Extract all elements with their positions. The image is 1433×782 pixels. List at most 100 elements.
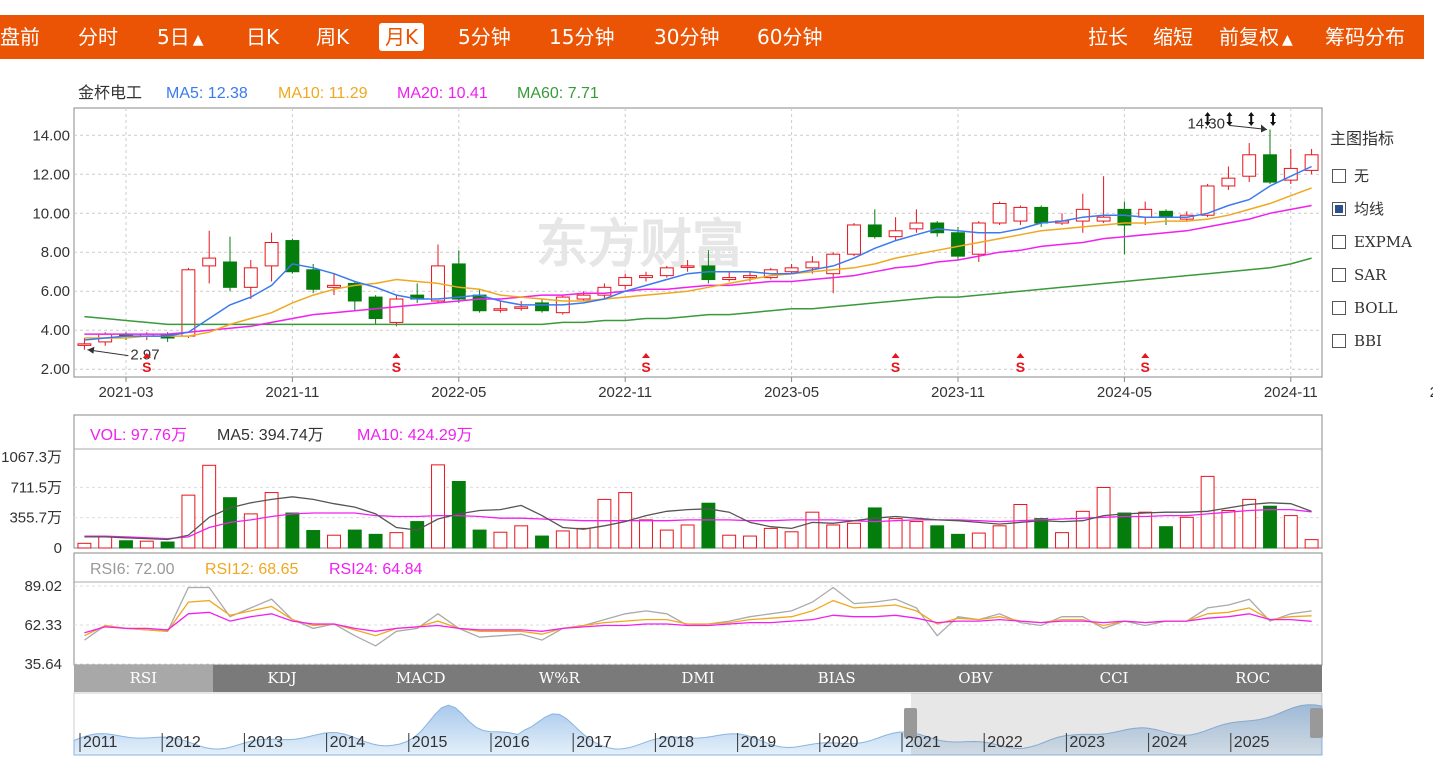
volume-bar — [535, 535, 549, 549]
low-label: 2.97 — [130, 347, 159, 364]
vol-legend: VOL: 97.76万 — [90, 427, 187, 444]
volume-bar — [930, 525, 945, 549]
volume-bar — [285, 512, 300, 549]
event-marker-icon — [1204, 112, 1211, 126]
dividend-marker-icon — [642, 353, 650, 358]
sub-indicator-tab-cci[interactable]: CCI — [1099, 669, 1129, 687]
volume-bar — [1263, 505, 1277, 549]
tab-left_tabs-2[interactable]: 5日 ▲ — [157, 15, 204, 59]
tab-label: 缩短 — [1153, 25, 1193, 49]
volume-bar — [264, 492, 279, 549]
sub-indicator-tab-kdj[interactable]: KDJ — [267, 669, 297, 687]
volume-bar — [1034, 518, 1049, 549]
candle-body — [1242, 154, 1257, 177]
dividend-marker-icon: S — [641, 359, 650, 375]
candle-body — [784, 267, 799, 273]
sub-indicator-tab-roc[interactable]: ROC — [1235, 669, 1271, 687]
main-indicator-panel: 主图指标 无均线 EXPMA SAR BOLL BBI — [1330, 125, 1430, 357]
checkbox-icon[interactable] — [1332, 168, 1346, 183]
volume-bar — [327, 534, 341, 549]
tab-label: 筹码分布 — [1325, 25, 1405, 49]
tab-left_tabs-3[interactable]: 日K — [246, 15, 279, 59]
indicator-option-label: EXPMA — [1354, 232, 1412, 251]
checkbox-icon[interactable] — [1332, 201, 1346, 216]
candle-body — [1200, 185, 1215, 216]
indicator-panel-title: 主图指标 — [1330, 129, 1395, 148]
y-tick-label: 10.00 — [32, 205, 70, 222]
tab-right_tabs-0[interactable]: 拉长 — [1088, 15, 1128, 59]
sub-indicator-tab-rsi[interactable]: RSI — [74, 665, 213, 692]
y-tick-label: 2.00 — [41, 361, 70, 378]
indicator-option-sar[interactable]: SAR — [1330, 258, 1430, 291]
dividend-marker-icon: S — [1141, 359, 1150, 375]
volume-bar — [576, 527, 591, 549]
stock-name: 金杯电工 — [78, 84, 142, 102]
candle-body — [555, 296, 570, 314]
tab-left_tabs-4[interactable]: 周K — [316, 15, 349, 59]
checkbox-icon[interactable] — [1332, 234, 1346, 249]
volume-bar — [77, 542, 92, 549]
tab-left_tabs-7[interactable]: 15分钟 — [549, 15, 614, 59]
tab-right_tabs-3[interactable]: 筹码分布 — [1325, 15, 1405, 59]
checkbox-icon[interactable] — [1332, 300, 1346, 315]
candle-body — [639, 275, 653, 279]
tab-label: 30分钟 — [654, 25, 720, 49]
sub-indicator-tabs: RSI KDJ MACD W%R DMI BIAS OBV CCI ROC — [74, 665, 1322, 692]
volume-bar — [1055, 532, 1069, 549]
indicator-option-均线[interactable]: 均线 — [1330, 192, 1430, 225]
tab-left_tabs-0[interactable]: 盘前 — [0, 15, 40, 59]
candle-body — [98, 333, 113, 343]
ma60-line — [84, 257, 1312, 326]
rsi-y-tick-label: 89.02 — [24, 578, 62, 595]
tab-left_tabs-1[interactable]: 分时 — [78, 15, 118, 59]
candle-body — [264, 242, 279, 267]
candle-body — [1075, 208, 1090, 222]
navigator-frame — [73, 692, 1323, 756]
candle-body — [951, 232, 965, 257]
volume-y-tick-label: 711.5万 — [11, 479, 62, 496]
candle-body — [1283, 167, 1298, 181]
volume-bar — [119, 540, 133, 549]
tab-left_tabs-9[interactable]: 60分钟 — [757, 15, 822, 59]
navigator-year-label: 2022 — [987, 734, 1023, 751]
tab-right_tabs-2[interactable]: 前复权 ▲ — [1219, 15, 1293, 59]
tab-label: 盘前 — [0, 25, 40, 49]
indicator-option-expma[interactable]: EXPMA — [1330, 225, 1430, 258]
navigator-year-label: 2021 — [905, 734, 941, 751]
candle-body — [743, 275, 757, 279]
volume-bar — [1221, 509, 1236, 549]
tab-label: 60分钟 — [757, 25, 823, 49]
checkbox-icon[interactable] — [1332, 333, 1346, 348]
navigator-handle-left — [904, 708, 917, 738]
navigator-year-label: 2023 — [1069, 734, 1105, 751]
tab-left_tabs-6[interactable]: 5分钟 — [458, 15, 511, 59]
tab-left_tabs-5[interactable]: 月K — [379, 23, 425, 51]
navigator-year-label: 2017 — [576, 734, 612, 751]
event-marker-icon — [1270, 112, 1276, 126]
candle-body — [826, 253, 841, 275]
rsi-y-tick-label: 35.64 — [24, 656, 62, 673]
checkbox-icon[interactable] — [1332, 267, 1346, 282]
sub-indicator-tab-wr[interactable]: W%R — [538, 669, 580, 687]
navigator-year-label: 2013 — [247, 734, 283, 751]
sub-indicator-tab-dmi[interactable]: DMI — [681, 669, 715, 687]
tab-right_tabs-1[interactable]: 缩短 — [1153, 15, 1193, 59]
candle-body — [119, 333, 133, 337]
candle-body — [77, 343, 92, 346]
candle-body — [1221, 177, 1236, 187]
tab-label: 拉长 — [1088, 25, 1128, 49]
sub-indicator-tab-macd[interactable]: MACD — [395, 669, 446, 687]
ma20-line — [84, 204, 1312, 335]
sub-indicator-tab-bias[interactable]: BIAS — [817, 669, 856, 687]
indicator-option-无[interactable]: 无 — [1330, 159, 1430, 192]
indicator-option-boll[interactable]: BOLL — [1330, 291, 1430, 324]
sub-indicator-tab-obv[interactable]: OBV — [958, 669, 993, 687]
volume-bar — [992, 525, 1007, 549]
candle-body — [431, 265, 445, 302]
tab-left_tabs-8[interactable]: 30分钟 — [654, 15, 719, 59]
x-tick-label: 2021-11 — [265, 384, 319, 401]
volume-bar — [368, 533, 383, 549]
indicator-option-bbi[interactable]: BBI — [1330, 324, 1430, 357]
tab-label: 周K — [316, 25, 350, 49]
volume-bar — [763, 527, 778, 549]
